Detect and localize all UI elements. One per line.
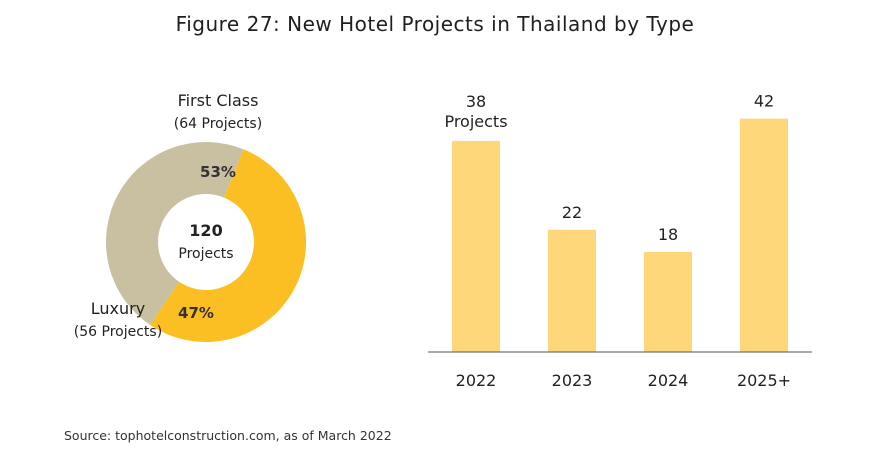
- source-note: Source: tophotelconstruction.com, as of …: [64, 428, 392, 443]
- bar-value-unit-label: Projects: [444, 112, 507, 131]
- slice-percent-luxury: 47%: [178, 304, 214, 322]
- bar-2022: [452, 140, 500, 352]
- donut-center-unit: Projects: [178, 246, 233, 262]
- slice-label-luxury: Luxury: [91, 299, 145, 318]
- x-tick-label: 2022: [456, 371, 497, 390]
- bar-value-label: 42: [754, 92, 774, 111]
- chart-title: Figure 27: New Hotel Projects in Thailan…: [175, 12, 695, 36]
- slice-first-class: [150, 149, 307, 343]
- bar-value-label: 38: [466, 92, 486, 111]
- slice-luxury: [106, 142, 244, 325]
- bar-value-label: 22: [562, 203, 582, 222]
- slice-percent-first-class: 53%: [200, 163, 236, 181]
- slice-detail-first-class: (64 Projects): [174, 116, 262, 132]
- x-tick-label: 2025+: [737, 371, 791, 390]
- x-tick-label: 2023: [552, 371, 593, 390]
- bar-2023: [548, 229, 596, 352]
- donut-center-value: 120: [189, 221, 222, 240]
- slice-label-first-class: First Class: [178, 91, 259, 110]
- bar-value-label: 18: [658, 225, 678, 244]
- bar-2025plus: [740, 118, 788, 352]
- x-tick-label: 2024: [648, 371, 689, 390]
- bar-2024: [644, 252, 692, 352]
- slice-detail-luxury: (56 Projects): [74, 324, 162, 340]
- donut-chart: First Class (64 Projects) Luxury (56 Pro…: [74, 91, 307, 343]
